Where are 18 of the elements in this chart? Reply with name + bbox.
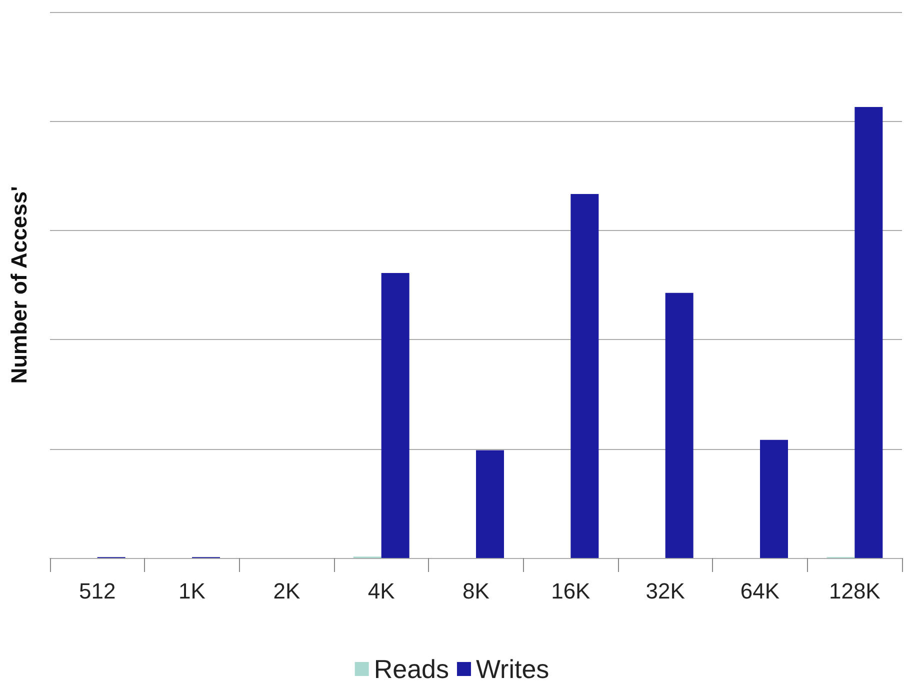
x-tick-label: 2K	[273, 578, 300, 604]
bar	[570, 194, 599, 558]
legend-label: Reads	[374, 654, 449, 684]
x-tick-label: 128K	[828, 578, 881, 604]
bar	[854, 107, 883, 558]
x-tick-label: 4K	[368, 578, 396, 604]
bar	[665, 292, 694, 558]
x-tick-label: 64K	[740, 578, 780, 604]
y-axis-title: Number of Access'	[6, 186, 32, 384]
x-tick-label: 16K	[551, 578, 591, 604]
bar	[381, 272, 410, 558]
x-tick-label: 512	[78, 578, 116, 604]
x-tick-label: 8K	[462, 578, 490, 604]
x-tick-label: 32K	[646, 578, 686, 604]
legend-label: Writes	[476, 654, 550, 684]
bar	[476, 450, 504, 558]
bar	[760, 440, 788, 558]
x-tick-label: 1K	[178, 578, 206, 604]
